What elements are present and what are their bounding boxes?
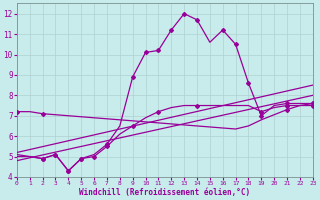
X-axis label: Windchill (Refroidissement éolien,°C): Windchill (Refroidissement éolien,°C)	[79, 188, 250, 197]
